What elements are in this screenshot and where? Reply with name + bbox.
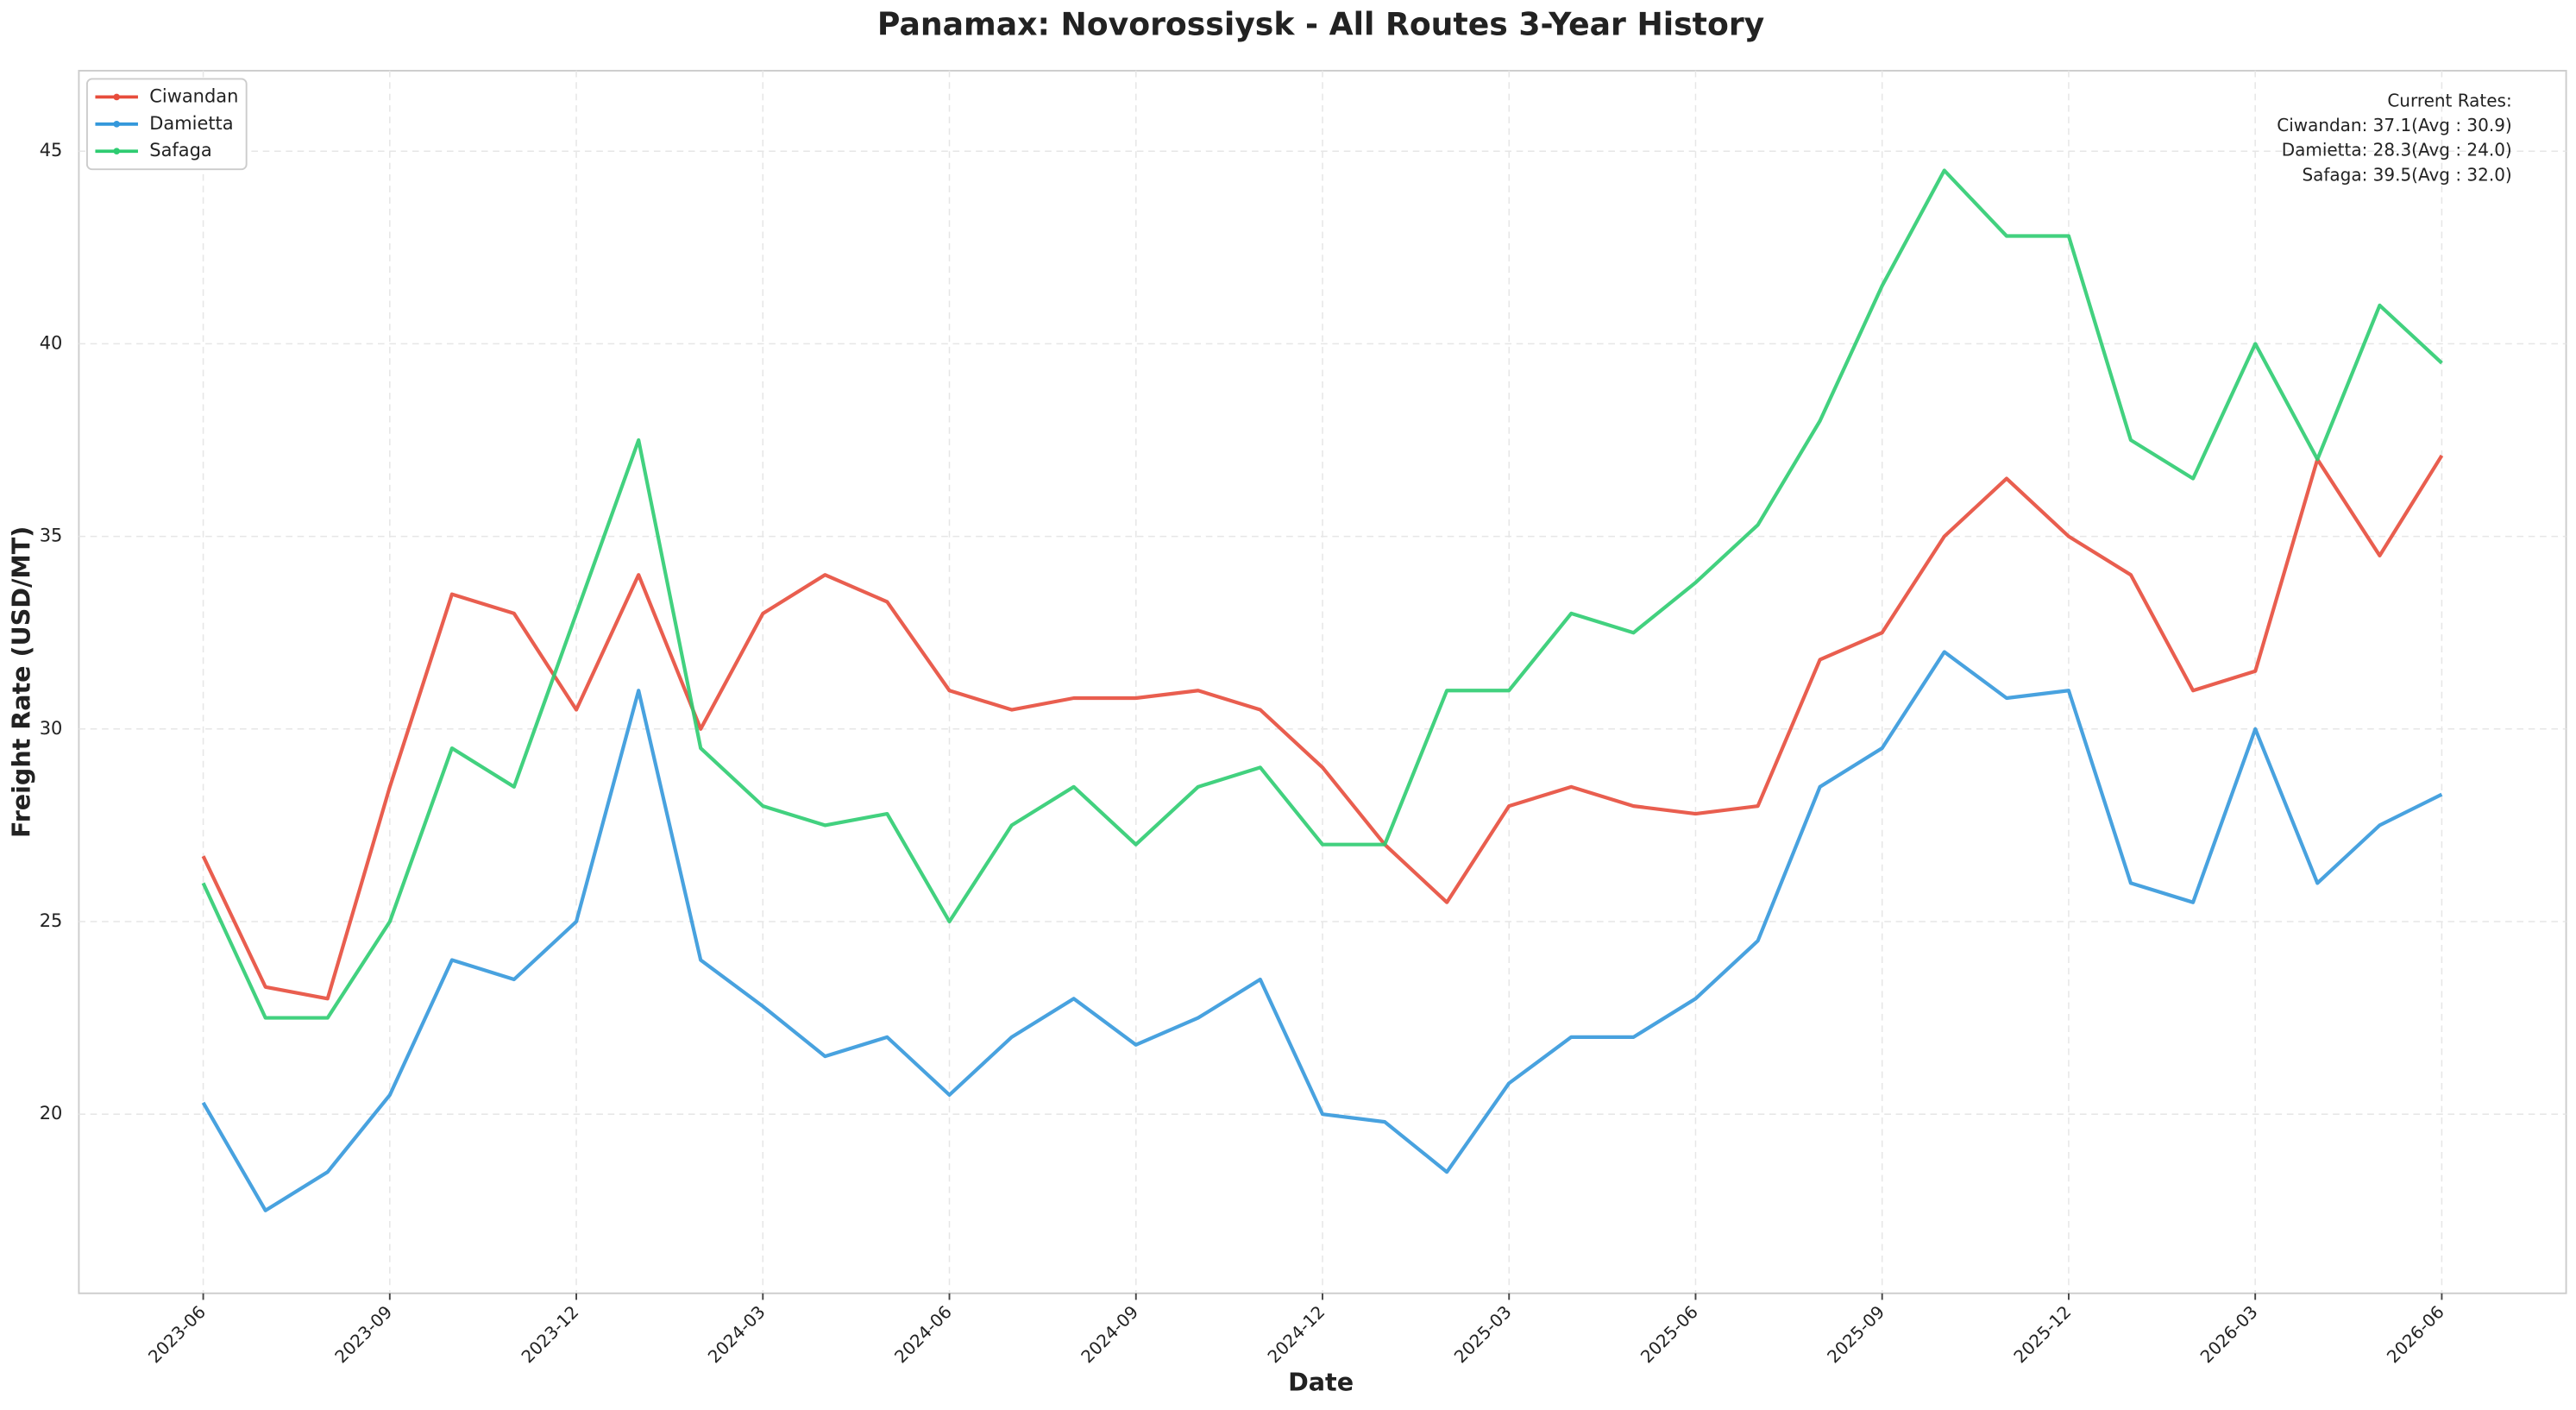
y-tick-label: 35 [40,526,63,546]
annotation: Current Rates: [2387,91,2511,111]
x-tick-label: 2025-03 [1450,1301,1516,1367]
y-tick-label: 30 [40,718,63,739]
y-tick-label: 40 [40,332,63,353]
y-tick-label: 45 [40,140,63,161]
x-tick-label: 2025-09 [1823,1301,1888,1367]
x-tick-label: 2026-03 [2196,1301,2262,1367]
x-tick-label: 2024-06 [890,1301,956,1367]
legend-label: Safaga [149,140,211,161]
legend-label: Damietta [149,113,233,134]
chart-title: Panamax: Novorossiysk - All Routes 3-Yea… [877,6,1764,43]
x-axis-label: Date [1288,1367,1354,1396]
legend-marker [113,121,121,128]
x-tick-label: 2025-12 [2009,1301,2075,1367]
y-tick-label: 20 [40,1103,63,1124]
series-line [201,650,2443,1212]
series-line [201,454,2444,1001]
y-tick-label: 25 [40,910,63,931]
x-tick-label: 2024-12 [1263,1301,1329,1367]
x-tick-label: 2023-09 [330,1301,396,1367]
x-tick-label: 2024-03 [704,1301,770,1367]
x-tick-label: 2023-12 [517,1301,582,1367]
y-axis-label: Freight Rate (USD/MT) [7,526,36,838]
legend-box [85,78,248,171]
series-line [201,168,2443,1020]
annotation: Damietta: 28.3(Avg : 24.0) [2282,140,2512,161]
x-tick-label: 2026-06 [2383,1301,2448,1367]
legend-label: Ciwandan [149,85,238,106]
x-tick-label: 2023-06 [144,1301,210,1367]
x-tick-label: 2024-09 [1077,1301,1142,1367]
annotation: Safaga: 39.5(Avg : 32.0) [2302,164,2511,185]
legend: Ciwandan Damietta Safaga [85,78,248,171]
annotation: Ciwandan: 37.1(Avg : 30.9) [2277,115,2511,135]
x-tick-label: 2025-06 [1637,1301,1702,1367]
legend-marker [113,148,121,155]
legend-marker [113,93,121,101]
